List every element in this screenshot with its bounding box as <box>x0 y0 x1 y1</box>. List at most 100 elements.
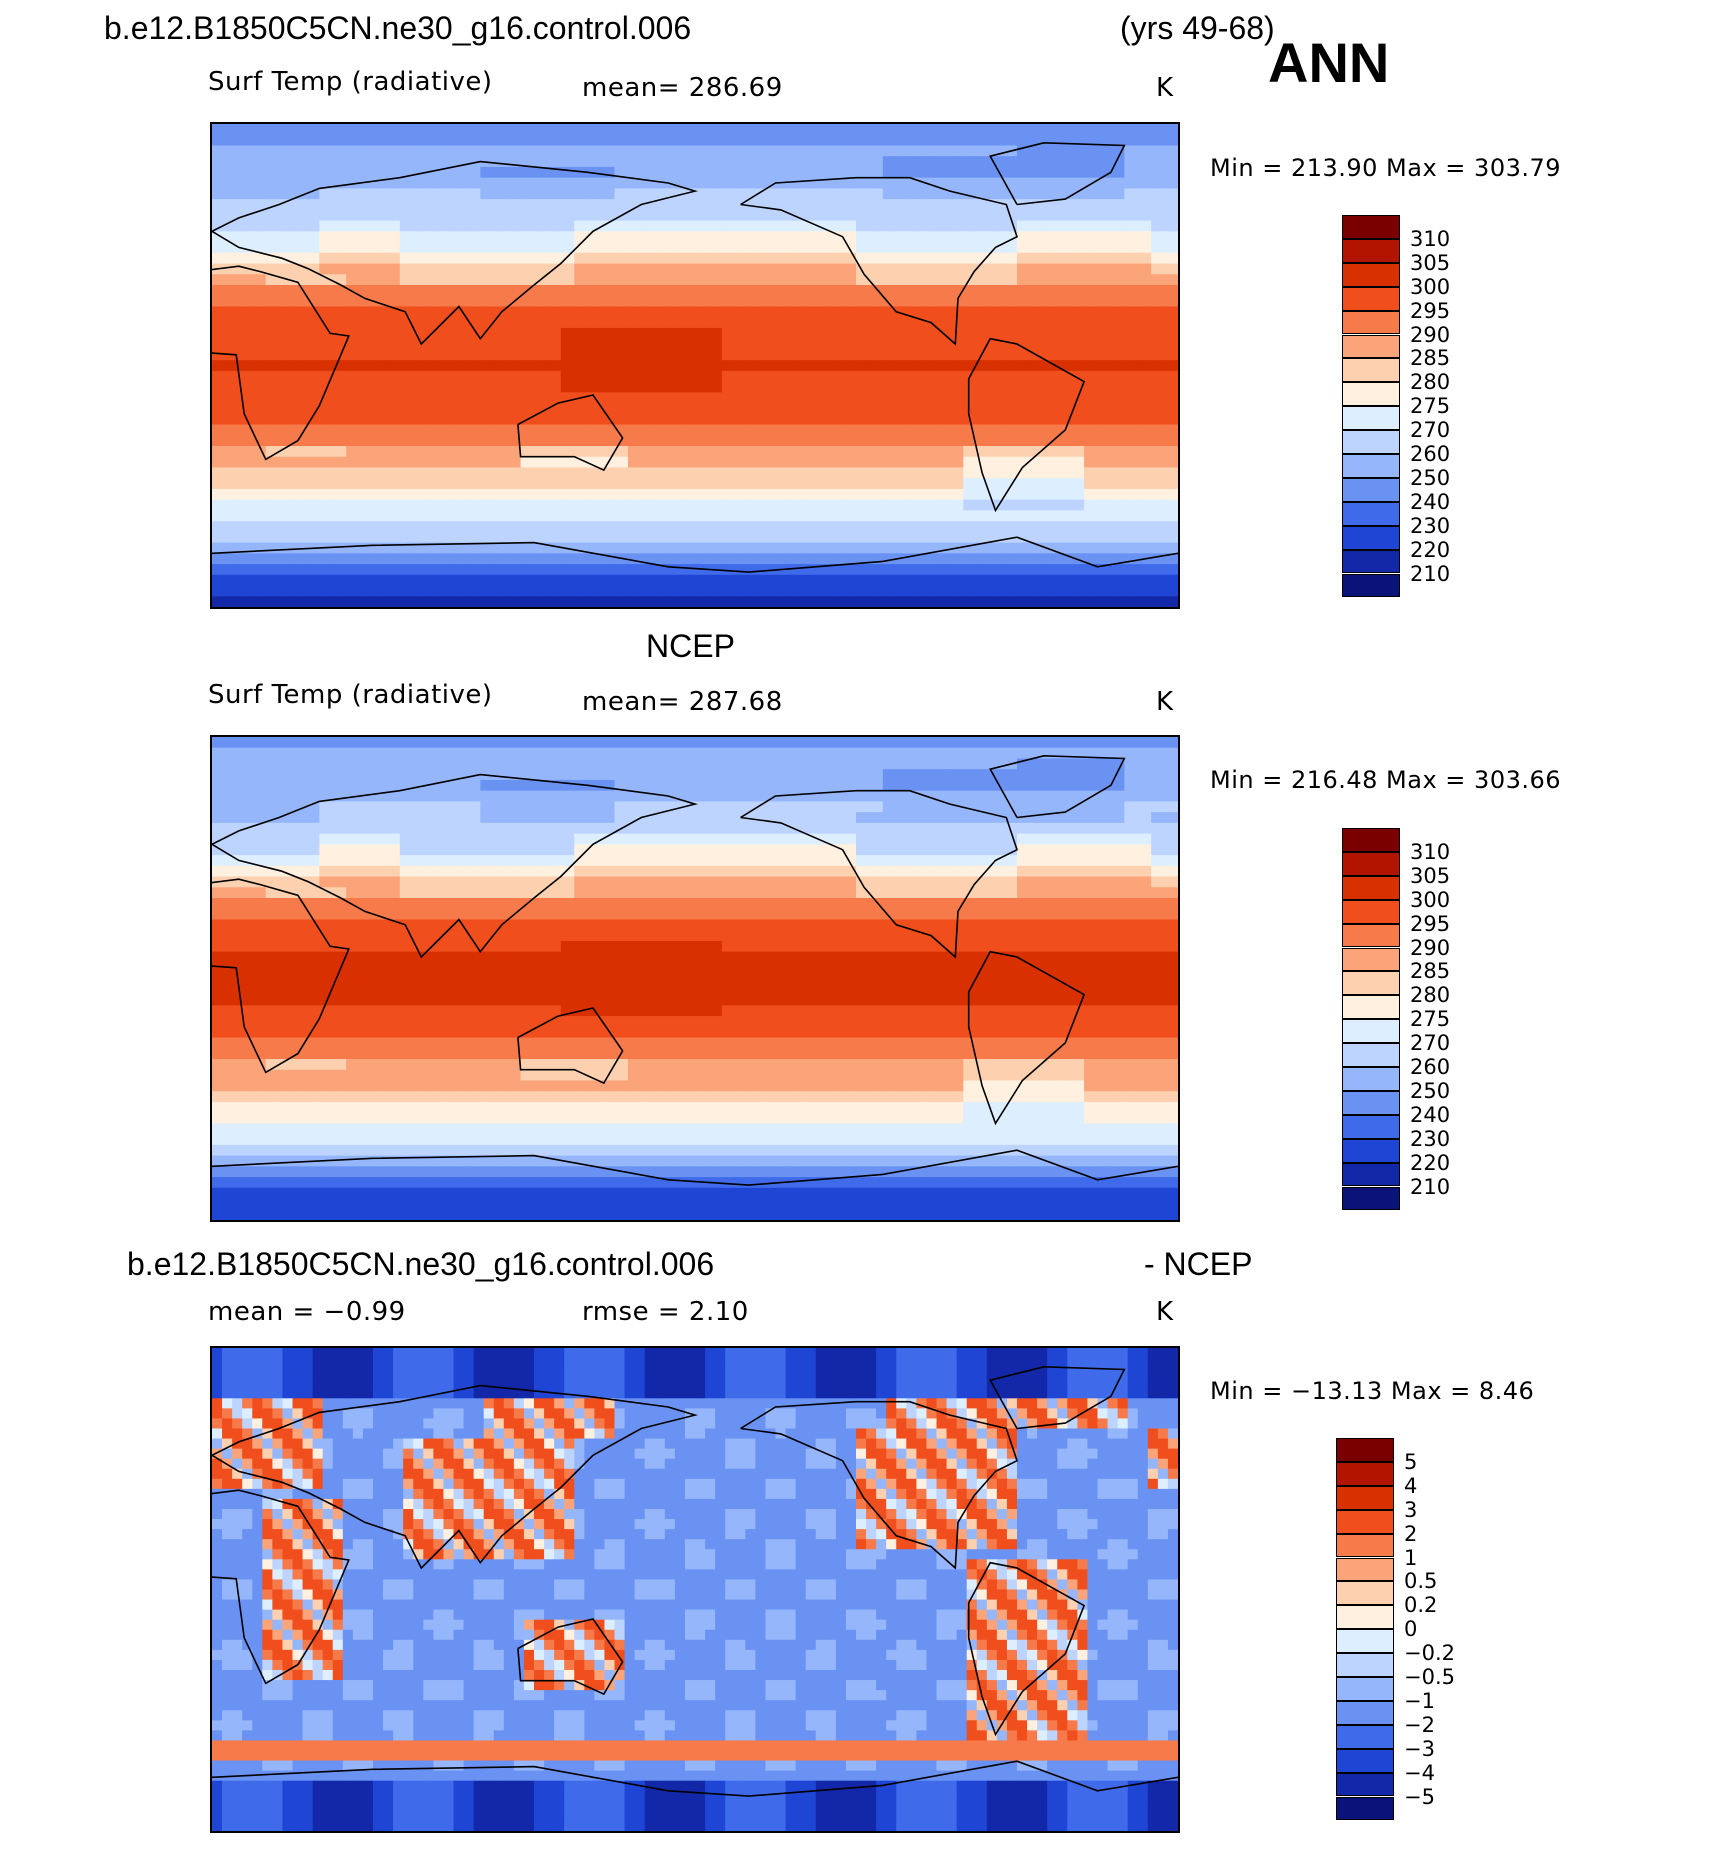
field-cell <box>238 252 253 265</box>
field-cell <box>775 263 790 275</box>
field-cell <box>869 510 884 522</box>
field-cell <box>440 542 455 554</box>
field-cell <box>721 360 736 372</box>
field-cell <box>373 317 388 329</box>
field-cell <box>681 209 696 222</box>
field-cell <box>882 747 897 760</box>
field-cell <box>775 156 790 168</box>
field-cell <box>305 574 320 587</box>
field-cell <box>896 747 911 760</box>
field-cell <box>1057 403 1072 415</box>
field-cell <box>856 456 871 469</box>
field-cell <box>1043 134 1058 147</box>
field-cell <box>896 209 911 222</box>
field-cell <box>842 737 857 749</box>
field-cell <box>305 758 320 770</box>
field-cell <box>869 553 884 565</box>
field-cell <box>386 381 401 393</box>
field-cell <box>413 166 428 179</box>
field-cell <box>252 317 267 329</box>
field-cell <box>1124 962 1139 974</box>
field-cell <box>386 488 401 501</box>
field-cell <box>1151 252 1166 265</box>
field-cell <box>534 801 549 813</box>
field-cell <box>1070 790 1085 802</box>
field-cell <box>668 392 683 404</box>
field-cell <box>909 758 924 770</box>
field-cell <box>762 962 777 974</box>
field-cell <box>373 919 388 931</box>
field-cell <box>212 887 227 899</box>
field-cell <box>373 456 388 469</box>
field-cell <box>386 413 401 426</box>
field-cell <box>614 769 629 781</box>
field-cell <box>963 306 978 318</box>
field-cell <box>493 145 508 157</box>
field-cell <box>399 467 414 479</box>
field-cell <box>1164 467 1178 479</box>
field-cell <box>1097 790 1112 802</box>
field-cell <box>627 124 642 136</box>
field-cell <box>560 124 575 136</box>
field-cell <box>949 134 964 147</box>
field-cell <box>775 747 790 760</box>
field-cell <box>909 908 924 921</box>
field-cell <box>735 478 750 490</box>
field-cell <box>319 983 334 996</box>
field-cell <box>252 747 267 760</box>
field-cell <box>507 758 522 770</box>
field-cell <box>453 876 468 888</box>
field-cell <box>386 252 401 265</box>
field-cell <box>842 370 857 383</box>
field-cell <box>399 833 414 845</box>
field-cell <box>949 574 964 587</box>
field-cell <box>815 574 830 587</box>
field-cell <box>279 499 294 511</box>
field-cell <box>1003 252 1018 265</box>
field-cell <box>748 392 763 404</box>
field-cell <box>815 930 830 942</box>
field-cell <box>332 542 347 554</box>
field-cell <box>614 124 629 136</box>
field-cell <box>520 134 535 147</box>
field-cell <box>413 833 428 845</box>
field-cell <box>238 499 253 511</box>
field-cell <box>507 865 522 878</box>
field-cell <box>990 231 1005 243</box>
field-cell <box>305 317 320 329</box>
field-cell <box>346 801 361 813</box>
field-cell <box>480 456 495 469</box>
field-cell <box>547 370 562 383</box>
field-cell <box>440 951 455 963</box>
field-cell <box>373 252 388 265</box>
field-cell <box>882 973 897 985</box>
field-cell <box>654 306 669 318</box>
field-cell <box>386 812 401 824</box>
field-cell <box>976 134 991 147</box>
field-cell <box>1151 145 1166 157</box>
field-cell <box>1110 424 1125 436</box>
field-cell <box>493 231 508 243</box>
field-cell <box>1084 779 1099 792</box>
field-cell <box>359 737 374 749</box>
field-cell <box>507 360 522 372</box>
field-cell <box>654 747 669 760</box>
field-cell <box>386 585 401 597</box>
field-cell <box>829 446 844 458</box>
field-cell <box>748 769 763 781</box>
field-cell <box>896 467 911 479</box>
field-cell <box>1017 327 1032 340</box>
field-cell <box>225 456 240 469</box>
field-cell <box>976 242 991 254</box>
field-cell <box>842 413 857 426</box>
field-cell <box>627 940 642 953</box>
field-cell <box>1124 940 1139 953</box>
field-cell <box>520 349 535 361</box>
field-cell <box>373 779 388 792</box>
field-cell <box>923 585 938 597</box>
field-cell <box>842 134 857 147</box>
field-cell <box>252 360 267 372</box>
field-cell <box>842 285 857 297</box>
field-cell <box>319 134 334 147</box>
field-cell <box>788 435 803 447</box>
